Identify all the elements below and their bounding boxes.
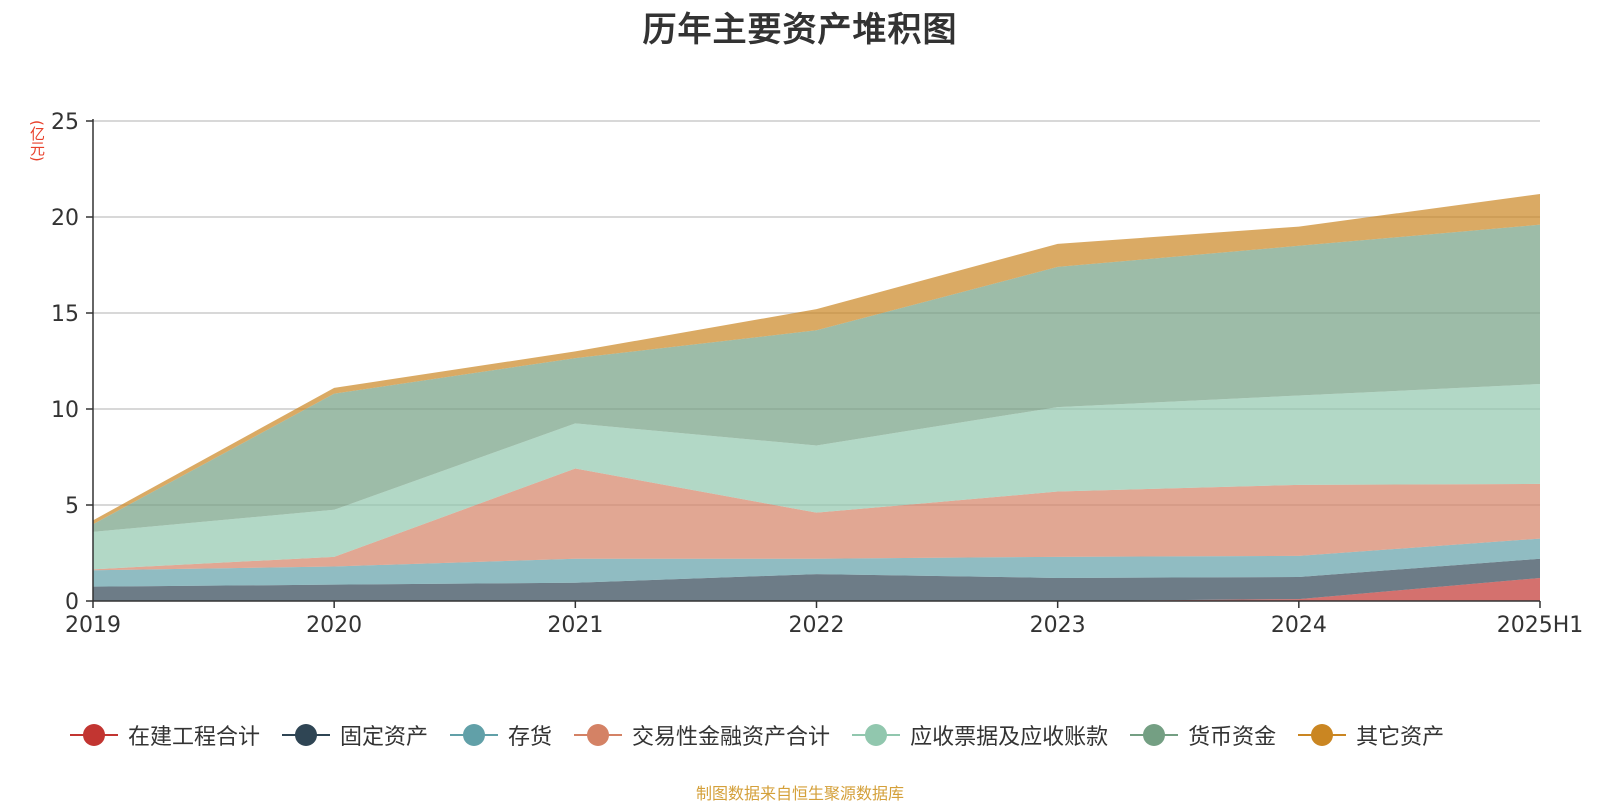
legend-item[interactable]: 固定资产 — [282, 719, 428, 751]
y-tick-label: 10 — [51, 398, 79, 423]
area-series-其它资产[interactable] — [93, 193, 1540, 525]
legend-label: 在建工程合计 — [128, 725, 261, 750]
x-tick-label: 2023 — [1030, 613, 1086, 638]
legend-label: 应收票据及应收账款 — [910, 725, 1109, 750]
area-series-货币资金[interactable] — [93, 224, 1540, 532]
x-tick-label: 2020 — [306, 613, 362, 638]
legend-marker-icon — [852, 722, 901, 748]
area-series-存货[interactable] — [93, 538, 1540, 587]
legend-marker-icon — [282, 722, 331, 748]
y-tick-label: 5 — [65, 494, 79, 519]
area-series-在建工程合计[interactable] — [93, 577, 1540, 601]
data-source-footer: 制图数据来自恒生聚源数据库 — [695, 784, 904, 803]
stacked-area-chart: 0 5 10 15 20 25 2019 2020 2021 2022 2023 2024 2025H1 — [51, 110, 1583, 638]
legend-marker-icon — [70, 722, 118, 748]
legend-label: 存货 — [508, 725, 553, 750]
legend-item[interactable]: 交易性金融资产合计 — [574, 719, 830, 751]
legend-marker-icon — [1130, 722, 1179, 748]
legend-label: 其它资产 — [1356, 725, 1445, 750]
legend-item[interactable]: 存货 — [450, 719, 552, 751]
legend-marker-icon — [1298, 722, 1347, 748]
x-tick-label: 2019 — [65, 613, 121, 638]
x-tick-label: 2022 — [789, 613, 845, 638]
y-axis-unit-label: (亿元) — [28, 120, 46, 162]
area-series-交易性金融资产合计[interactable] — [93, 468, 1540, 571]
legend-item[interactable]: 在建工程合计 — [70, 719, 260, 751]
legend-label: 交易性金融资产合计 — [632, 725, 831, 750]
legend-item[interactable]: 其它资产 — [1298, 719, 1444, 751]
legend-marker-icon — [574, 722, 623, 748]
y-tick-label: 25 — [51, 110, 79, 135]
legend-item[interactable]: 应收票据及应收账款 — [852, 719, 1108, 751]
area-series-应收票据及应收账款[interactable] — [93, 384, 1540, 570]
x-tick-label: 2025H1 — [1497, 613, 1584, 638]
area-series-layer — [93, 193, 1540, 601]
legend-marker-icon — [450, 722, 499, 748]
legend-label: 固定资产 — [340, 725, 429, 750]
legend-label: 货币资金 — [1188, 725, 1277, 750]
y-tick-label: 20 — [51, 206, 79, 231]
x-tick-label: 2021 — [547, 613, 603, 638]
x-tick-label: 2024 — [1271, 613, 1327, 638]
chart-legend: 在建工程合计 固定资产 存货 交易性金融资产合计 应收票据及应收账款 货币资金 其它资产 — [70, 720, 1466, 750]
chart-title: 历年主要资产堆积图 — [642, 10, 958, 50]
y-tick-label: 0 — [65, 590, 79, 615]
y-tick-label: 15 — [51, 302, 79, 327]
area-series-固定资产[interactable] — [93, 558, 1540, 601]
legend-item[interactable]: 货币资金 — [1130, 719, 1276, 751]
axes: 0 5 10 15 20 25 2019 2020 2021 2022 2023 2024 2025H1 — [51, 110, 1583, 638]
